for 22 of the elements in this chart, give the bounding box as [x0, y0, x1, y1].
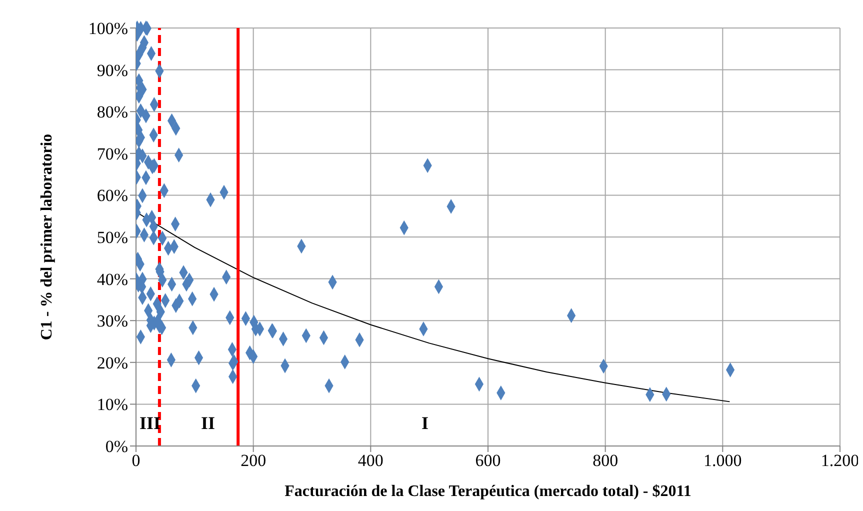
annotation: III	[139, 413, 161, 433]
y-tick-label: 90%	[96, 60, 128, 80]
y-tick-label: 10%	[96, 395, 128, 414]
y-tick-label: 60%	[96, 186, 128, 206]
x-tick-label: 0	[132, 451, 140, 470]
y-tick-label: 30%	[96, 312, 128, 331]
y-axis-title: C1 - % del primer laboratorio	[38, 134, 56, 340]
x-tick-label: 800	[592, 451, 618, 470]
y-tick-label: 80%	[96, 102, 128, 122]
y-tick-label: 20%	[96, 353, 128, 372]
x-tick-label: 200	[240, 451, 266, 470]
x-axis-title: Facturación de la Clase Terapéutica (mercado total) - $2011	[284, 483, 692, 500]
y-tick-label: 70%	[96, 144, 128, 164]
y-tick-label: 100%	[88, 19, 128, 38]
annotation: I	[421, 413, 429, 433]
x-tick-label: 400	[358, 451, 384, 470]
y-tick-label: 50%	[96, 228, 128, 248]
x-tick-label: 1.000	[704, 451, 742, 470]
annotation: II	[200, 413, 216, 433]
y-tick-label: 40%	[96, 270, 128, 289]
x-tick-label: 600	[475, 451, 501, 470]
y-tick-label: 0%	[105, 437, 128, 456]
